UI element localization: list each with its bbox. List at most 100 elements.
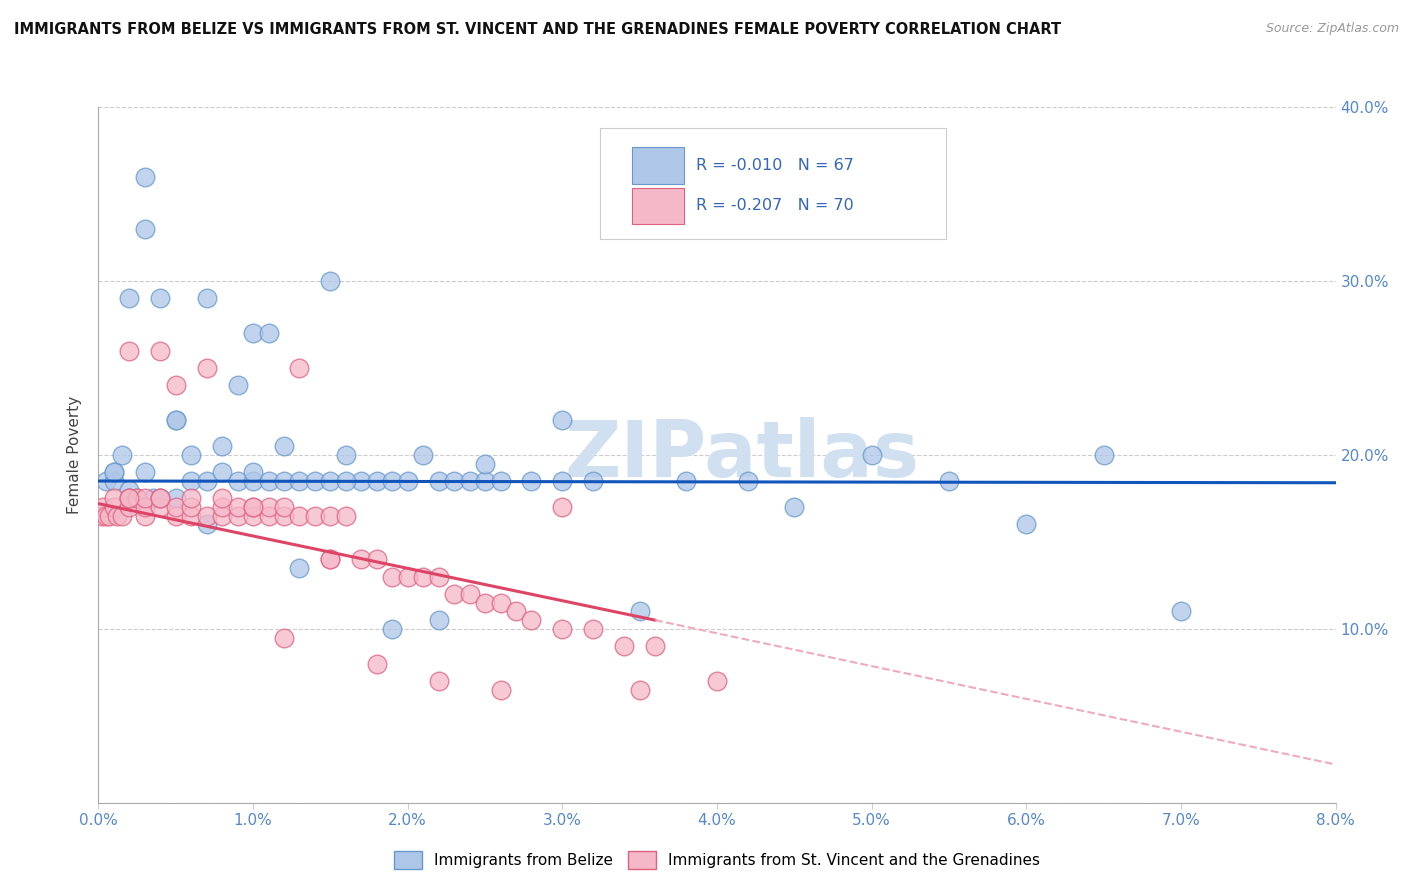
Point — [180, 508, 202, 523]
Point — [273, 439, 295, 453]
Point — [149, 291, 172, 305]
Point — [288, 360, 311, 375]
Point — [103, 491, 125, 506]
Point — [1170, 605, 1192, 619]
Point — [257, 508, 280, 523]
Point — [211, 466, 233, 480]
Point — [90, 508, 112, 523]
Point — [91, 500, 114, 514]
Point — [319, 474, 342, 488]
Point — [226, 474, 249, 488]
Point — [165, 491, 187, 506]
Point — [96, 474, 118, 488]
Point — [242, 500, 264, 514]
Point — [319, 552, 342, 566]
Point — [288, 474, 311, 488]
Text: Source: ZipAtlas.com: Source: ZipAtlas.com — [1265, 22, 1399, 36]
Point — [103, 500, 125, 514]
Point — [396, 474, 419, 488]
Point — [381, 622, 404, 636]
Point — [118, 491, 141, 506]
Point — [427, 474, 450, 488]
Point — [180, 474, 202, 488]
Point — [180, 500, 202, 514]
Point — [443, 474, 465, 488]
FancyBboxPatch shape — [631, 187, 683, 224]
Point — [366, 657, 388, 671]
Point — [118, 291, 141, 305]
Point — [195, 291, 218, 305]
Point — [149, 500, 172, 514]
Point — [273, 508, 295, 523]
Point — [304, 508, 326, 523]
Point — [412, 570, 434, 584]
Point — [165, 413, 187, 427]
Point — [242, 508, 264, 523]
Point — [242, 326, 264, 340]
Point — [366, 474, 388, 488]
Text: R = -0.207   N = 70: R = -0.207 N = 70 — [696, 198, 853, 213]
Point — [180, 491, 202, 506]
Point — [134, 508, 156, 523]
Point — [257, 326, 280, 340]
Point — [551, 500, 574, 514]
Text: R = -0.010   N = 67: R = -0.010 N = 67 — [696, 158, 853, 173]
Point — [335, 508, 357, 523]
Point — [381, 474, 404, 488]
Point — [304, 474, 326, 488]
Point — [628, 682, 651, 697]
Point — [366, 552, 388, 566]
Point — [180, 448, 202, 462]
Point — [381, 570, 404, 584]
Point — [319, 508, 342, 523]
Point — [273, 474, 295, 488]
Point — [127, 491, 149, 506]
Point — [242, 466, 264, 480]
Point — [242, 500, 264, 514]
Point — [551, 474, 574, 488]
Point — [474, 596, 496, 610]
Point — [396, 570, 419, 584]
Point — [149, 491, 172, 506]
Point — [288, 508, 311, 523]
Point — [675, 474, 697, 488]
Point — [149, 491, 172, 506]
Point — [118, 500, 141, 514]
Point — [149, 491, 172, 506]
Point — [582, 622, 605, 636]
Y-axis label: Female Poverty: Female Poverty — [67, 396, 83, 514]
Point — [211, 491, 233, 506]
Point — [118, 343, 141, 358]
Point — [226, 378, 249, 392]
Point — [350, 552, 373, 566]
Point — [505, 605, 527, 619]
Point — [319, 552, 342, 566]
Point — [319, 274, 342, 288]
Point — [520, 474, 543, 488]
Point — [211, 500, 233, 514]
Point — [257, 500, 280, 514]
Point — [96, 508, 118, 523]
Point — [195, 474, 218, 488]
Point — [118, 491, 141, 506]
Point — [165, 413, 187, 427]
Point — [427, 570, 450, 584]
Point — [134, 221, 156, 235]
Point — [551, 622, 574, 636]
Point — [134, 169, 156, 184]
Point — [134, 466, 156, 480]
Point — [644, 639, 666, 653]
Point — [1015, 517, 1038, 532]
Point — [165, 378, 187, 392]
Point — [860, 448, 883, 462]
Point — [427, 674, 450, 689]
Point — [195, 508, 218, 523]
Point — [427, 613, 450, 627]
Point — [105, 508, 128, 523]
Point — [783, 500, 806, 514]
Point — [103, 474, 125, 488]
Point — [257, 474, 280, 488]
FancyBboxPatch shape — [599, 128, 946, 239]
Point — [134, 491, 156, 506]
Point — [118, 491, 141, 506]
